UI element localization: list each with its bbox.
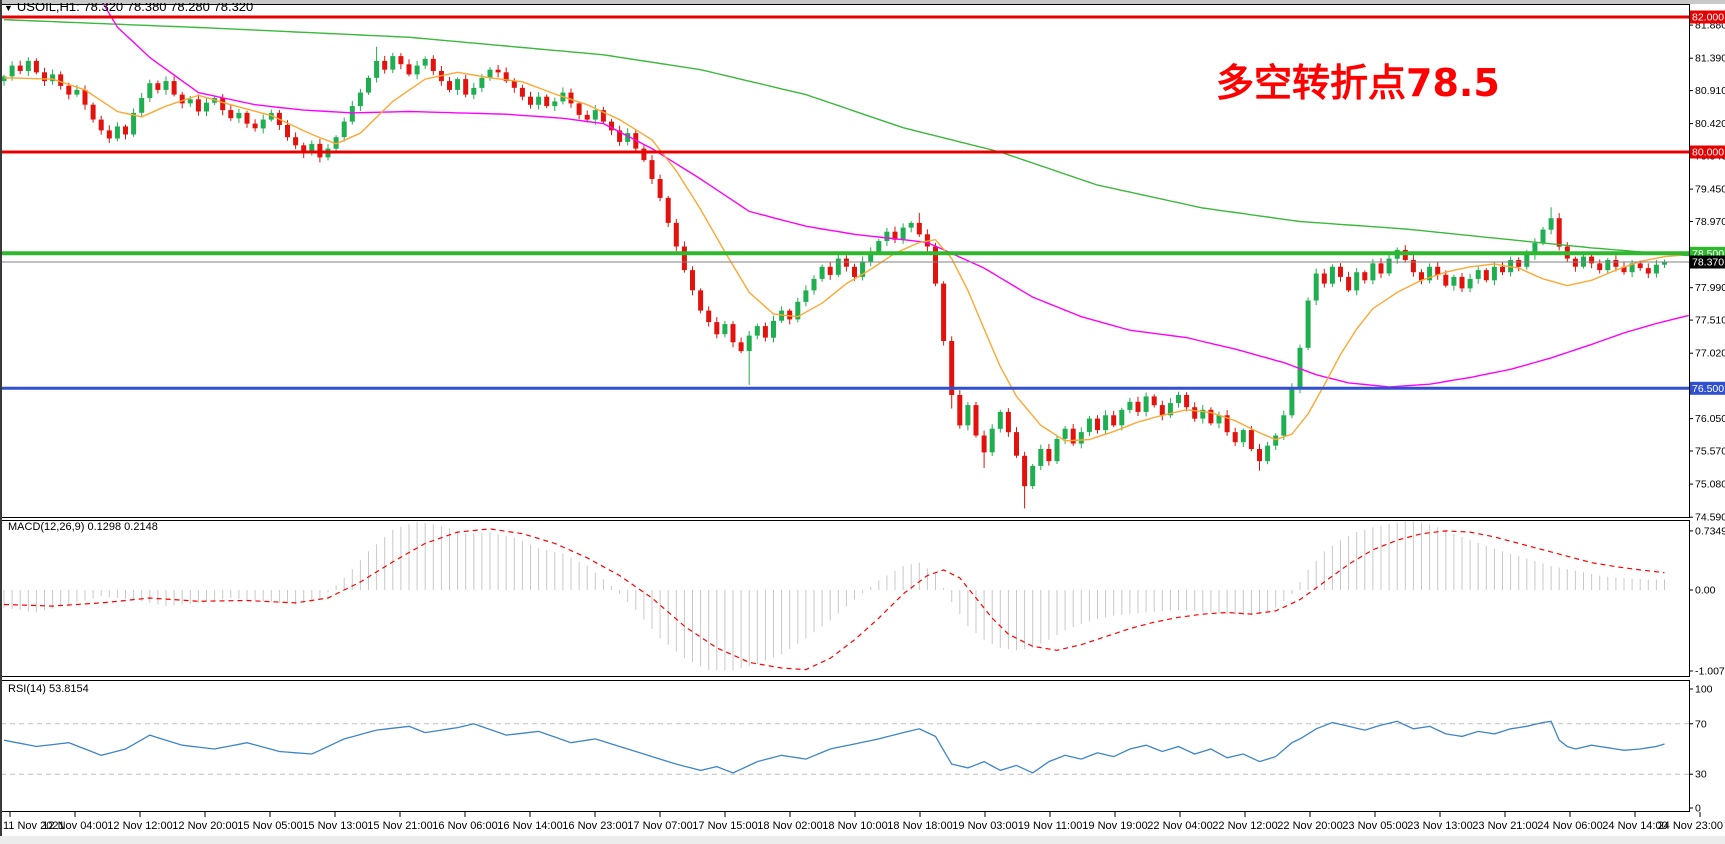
svg-text:0.00: 0.00: [1695, 585, 1716, 597]
svg-text:82.000: 82.000: [1692, 12, 1724, 24]
ma-green-line: [3, 19, 1689, 257]
svg-text:80.420: 80.420: [1695, 118, 1725, 130]
svg-text:-1.007: -1.007: [1695, 666, 1725, 678]
svg-text:16 Nov 06:00: 16 Nov 06:00: [432, 820, 497, 832]
horizontal-level-lines[interactable]: [1, 15, 1689, 390]
svg-text:19 Nov 19:00: 19 Nov 19:00: [1082, 820, 1147, 832]
svg-text:19 Nov 03:00: 19 Nov 03:00: [952, 820, 1017, 832]
svg-text:77.510: 77.510: [1695, 315, 1725, 327]
ma-magenta-line: [102, 4, 1689, 388]
svg-text:76.500: 76.500: [1692, 383, 1724, 395]
svg-text:81.390: 81.390: [1695, 53, 1725, 65]
svg-text:24 Nov 14:00: 24 Nov 14:00: [1602, 820, 1667, 832]
window-top-border: [0, 0, 1725, 4]
svg-text:12 Nov 04:00: 12 Nov 04:00: [42, 820, 107, 832]
macd-indicator-label: MACD(12,26,9) 0.1298 0.2148: [8, 521, 158, 533]
svg-text:75.570: 75.570: [1695, 446, 1725, 458]
svg-text:23 Nov 21:00: 23 Nov 21:00: [1472, 820, 1537, 832]
svg-text:80.910: 80.910: [1695, 85, 1725, 97]
svg-text:17 Nov 07:00: 17 Nov 07:00: [627, 820, 692, 832]
svg-text:22 Nov 20:00: 22 Nov 20:00: [1277, 820, 1342, 832]
svg-text:15 Nov 13:00: 15 Nov 13:00: [302, 820, 367, 832]
macd-histogram: [3, 520, 1665, 671]
svg-text:15 Nov 21:00: 15 Nov 21:00: [367, 820, 432, 832]
svg-text:79.450: 79.450: [1695, 184, 1725, 196]
svg-text:23 Nov 13:00: 23 Nov 13:00: [1407, 820, 1472, 832]
svg-text:74.590: 74.590: [1695, 512, 1725, 524]
svg-text:24 Nov 06:00: 24 Nov 06:00: [1537, 820, 1602, 832]
svg-text:0: 0: [1695, 803, 1701, 815]
svg-text:16 Nov 23:00: 16 Nov 23:00: [562, 820, 627, 832]
svg-text:18 Nov 18:00: 18 Nov 18:00: [887, 820, 952, 832]
svg-text:30: 30: [1695, 769, 1707, 781]
svg-text:12 Nov 12:00: 12 Nov 12:00: [107, 820, 172, 832]
svg-text:78.370: 78.370: [1692, 257, 1724, 269]
rsi-line: [3, 720, 1665, 774]
svg-text:18 Nov 10:00: 18 Nov 10:00: [822, 820, 887, 832]
svg-text:24 Nov 23:00: 24 Nov 23:00: [1658, 820, 1723, 832]
svg-text:78.970: 78.970: [1695, 216, 1725, 228]
price-axis[interactable]: 81.88081.39080.91080.42079.94079.45078.9…: [1689, 10, 1725, 524]
svg-text:75.080: 75.080: [1695, 479, 1725, 491]
svg-text:22 Nov 12:00: 22 Nov 12:00: [1212, 820, 1277, 832]
svg-text:22 Nov 04:00: 22 Nov 04:00: [1147, 820, 1212, 832]
indicator-axes[interactable]: 0.7349 0.00 -1.007 100 70 30 0: [1689, 525, 1725, 815]
symbol-info-bar: ▼ USOIL,H1: 78.320 78.380 78.280 78.320: [4, 3, 253, 15]
svg-text:77.020: 77.020: [1695, 348, 1725, 360]
moving-averages: [3, 4, 1689, 442]
rsi-indicator-label: RSI(14) 53.8154: [8, 683, 89, 695]
svg-text:100: 100: [1695, 684, 1713, 696]
ma-orange-line: [3, 71, 1681, 442]
symbol-dropdown-icon[interactable]: ▼: [4, 3, 13, 13]
svg-text:19 Nov 11:00: 19 Nov 11:00: [1018, 820, 1083, 832]
symbol-ohlc-text: USOIL,H1: 78.320 78.380 78.280 78.320: [16, 3, 254, 14]
svg-text:80.000: 80.000: [1692, 147, 1724, 159]
svg-text:11 Nov 2021: 11 Nov 2021: [3, 820, 65, 832]
window-left-border: [0, 0, 2, 844]
window-bottom-border: [0, 836, 1725, 844]
svg-text:76.050: 76.050: [1695, 413, 1725, 425]
svg-text:18 Nov 02:00: 18 Nov 02:00: [757, 820, 822, 832]
svg-text:12 Nov 20:00: 12 Nov 20:00: [172, 820, 237, 832]
svg-text:15 Nov 05:00: 15 Nov 05:00: [237, 820, 302, 832]
svg-text:0.7349: 0.7349: [1695, 525, 1725, 537]
chart-annotation-text: 多空转折点78.5: [1216, 61, 1500, 105]
rsi-level-lines: [1, 723, 1689, 775]
svg-text:17 Nov 15:00: 17 Nov 15:00: [692, 820, 757, 832]
svg-text:23 Nov 05:00: 23 Nov 05:00: [1342, 820, 1407, 832]
svg-text:77.990: 77.990: [1695, 282, 1725, 294]
svg-text:16 Nov 14:00: 16 Nov 14:00: [497, 820, 562, 832]
svg-text:70: 70: [1695, 718, 1707, 730]
